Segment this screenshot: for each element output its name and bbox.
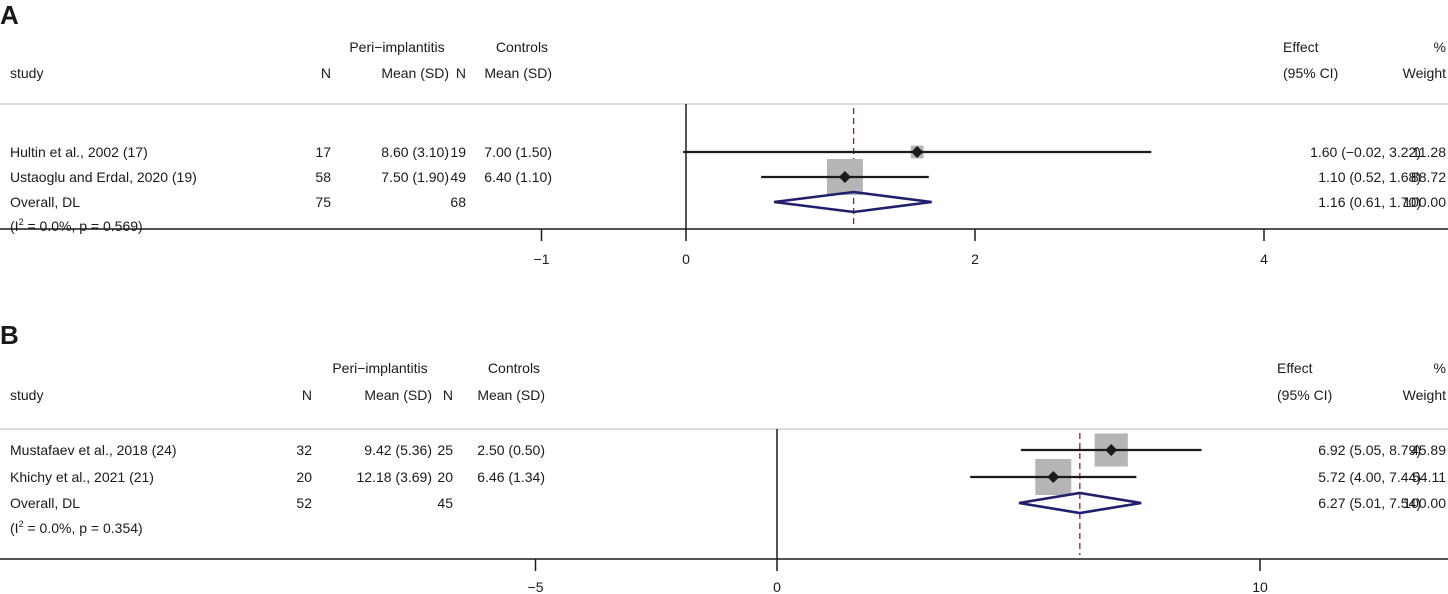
heterogeneity-part: 2 [19, 217, 24, 227]
heterogeneity-part: , p = [71, 218, 103, 234]
effect-header: Effect [1277, 360, 1313, 376]
heterogeneity-part: ) [138, 218, 143, 234]
axis-tick-label: 4 [1260, 251, 1268, 267]
heterogeneity-text: (I2 = 0.0%, p = 0.569) [10, 217, 143, 234]
mean1-value: 7.50 (1.90) [381, 169, 449, 185]
n2-value: 19 [450, 144, 466, 160]
effect-ci-value: 5.72 (4.00, 7.44) [1318, 469, 1421, 485]
group2-header: Controls [488, 360, 540, 376]
overall-weight: 100.00 [1403, 194, 1446, 210]
mean2-value: 6.46 (1.34) [477, 469, 545, 485]
effect-header: Effect [1283, 39, 1319, 55]
ci-header: (95% CI) [1277, 387, 1332, 403]
study-name: Khichy et al., 2021 (21) [10, 469, 154, 485]
weight-header: Weight [1403, 65, 1446, 81]
n2-column-header: N [456, 65, 466, 81]
n2-column-header: N [443, 387, 453, 403]
weight-value: 54.11 [1412, 469, 1446, 485]
ci-header: (95% CI) [1283, 65, 1338, 81]
mean1-column-header: Mean (SD) [364, 387, 432, 403]
axis-tick-label: 10 [1252, 579, 1268, 594]
mean1-column-header: Mean (SD) [381, 65, 449, 81]
study-column-header: study [10, 65, 43, 81]
effect-ci-value: 1.60 (−0.02, 3.22) [1310, 144, 1421, 160]
heterogeneity-part: 0.0% [40, 218, 72, 234]
axis-tick-label: 0 [682, 251, 690, 267]
axis-tick-label: −5 [528, 579, 544, 594]
overall-n2: 45 [437, 495, 453, 511]
point-estimate-marker [1047, 471, 1060, 483]
overall-label: Overall, DL [10, 495, 80, 511]
group1-header: Peri−implantitis [349, 39, 444, 55]
mean1-value: 12.18 (3.69) [357, 469, 433, 485]
heterogeneity-part: = [24, 218, 40, 234]
mean1-value: 9.42 (5.36) [364, 442, 432, 458]
effect-ci-value: 6.92 (5.05, 8.79) [1318, 442, 1421, 458]
heterogeneity-part: 0.569 [103, 218, 138, 234]
panel-a-letter: A [0, 0, 19, 30]
mean2-column-header: Mean (SD) [477, 387, 545, 403]
overall-diamond [1018, 491, 1142, 515]
mean2-value: 6.40 (1.10) [484, 169, 552, 185]
overall-weight: 100.00 [1403, 495, 1446, 511]
overall-n2: 68 [450, 194, 466, 210]
mean2-value: 7.00 (1.50) [484, 144, 552, 160]
overall-n1: 52 [296, 495, 312, 511]
group1-header: Peri−implantitis [332, 360, 427, 376]
overall-effect-ci: 1.16 (0.61, 1.70) [1318, 194, 1421, 210]
study-column-header: study [10, 387, 43, 403]
overall-n1: 75 [315, 194, 331, 210]
study-name: Hultin et al., 2002 (17) [10, 144, 148, 160]
n2-value: 49 [450, 169, 466, 185]
panel-b-letter: B [0, 320, 19, 350]
mean1-value: 8.60 (3.10) [381, 144, 449, 160]
overall-label: Overall, DL [10, 194, 80, 210]
n2-value: 20 [437, 469, 453, 485]
n1-value: 58 [315, 169, 331, 185]
heterogeneity-part: 2 [19, 519, 24, 529]
overall-diamond [773, 190, 932, 214]
percent-header: % [1434, 360, 1446, 376]
n1-value: 17 [315, 144, 331, 160]
axis-tick-label: 0 [773, 579, 781, 594]
effect-ci-value: 1.10 (0.52, 1.68) [1318, 169, 1421, 185]
mean2-value: 2.50 (0.50) [477, 442, 545, 458]
n2-value: 25 [437, 442, 453, 458]
n1-value: 32 [296, 442, 312, 458]
heterogeneity-part: (I [10, 520, 19, 536]
percent-header: % [1434, 39, 1446, 55]
weight-header: Weight [1403, 387, 1446, 403]
n1-column-header: N [321, 65, 331, 81]
point-estimate-marker [838, 171, 851, 183]
weight-value: 11.28 [1412, 144, 1446, 160]
study-name: Mustafaev et al., 2018 (24) [10, 442, 177, 458]
group2-header: Controls [496, 39, 548, 55]
heterogeneity-part: 0.354 [103, 520, 138, 536]
weight-value: 45.89 [1411, 442, 1446, 458]
axis-tick-label: −1 [534, 251, 550, 267]
point-estimate-marker [1105, 444, 1118, 456]
heterogeneity-part: (I [10, 218, 19, 234]
overall-effect-ci: 6.27 (5.01, 7.54) [1318, 495, 1421, 511]
heterogeneity-part: ) [138, 520, 143, 536]
heterogeneity-part: , p = [71, 520, 103, 536]
point-estimate-marker [911, 146, 924, 158]
axis-tick-label: 2 [971, 251, 979, 267]
n1-column-header: N [302, 387, 312, 403]
heterogeneity-text: (I2 = 0.0%, p = 0.354) [10, 519, 143, 536]
study-name: Ustaoglu and Erdal, 2020 (19) [10, 169, 197, 185]
mean2-column-header: Mean (SD) [484, 65, 552, 81]
weight-value: 88.72 [1411, 169, 1446, 185]
heterogeneity-part: 0.0% [40, 520, 72, 536]
heterogeneity-part: = [24, 520, 40, 536]
n1-value: 20 [296, 469, 312, 485]
